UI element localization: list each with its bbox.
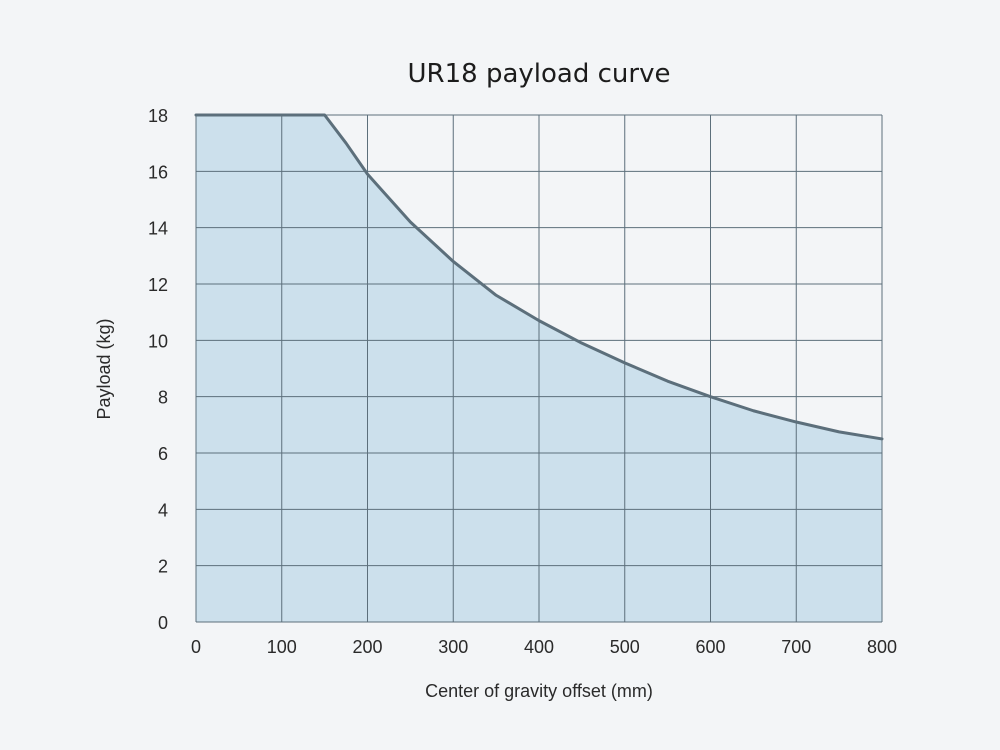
x-tick-label: 600 — [695, 637, 725, 657]
chart-title: UR18 payload curve — [408, 59, 671, 89]
x-tick-label: 800 — [867, 637, 897, 657]
y-tick-label: 0 — [158, 613, 168, 633]
y-tick-label: 4 — [158, 500, 168, 520]
x-tick-label: 400 — [524, 637, 554, 657]
x-tick-label: 300 — [438, 637, 468, 657]
plot-area — [194, 113, 884, 623]
x-tick-label: 500 — [610, 637, 640, 657]
tick-labels: 0 100 200 300 400 500 600 700 800 0 2 4 6 8 10 12 14 16 18 — [148, 106, 897, 657]
x-axis-label: Center of gravity offset (mm) — [425, 681, 653, 701]
y-tick-label: 16 — [148, 162, 168, 182]
payload-curve-line — [194, 113, 884, 441]
y-axis-label: Payload (kg) — [94, 318, 114, 419]
y-tick-label: 6 — [158, 444, 168, 464]
x-tick-label: 700 — [781, 637, 811, 657]
y-tick-label: 14 — [148, 219, 168, 239]
y-tick-label: 2 — [158, 557, 168, 577]
y-tick-label: 12 — [148, 275, 168, 295]
x-tick-label: 100 — [267, 637, 297, 657]
x-tick-label: 0 — [191, 637, 201, 657]
x-tick-label: 200 — [352, 637, 382, 657]
y-tick-label: 8 — [158, 388, 168, 408]
y-tick-label: 10 — [148, 331, 168, 351]
y-tick-label: 18 — [148, 106, 168, 126]
